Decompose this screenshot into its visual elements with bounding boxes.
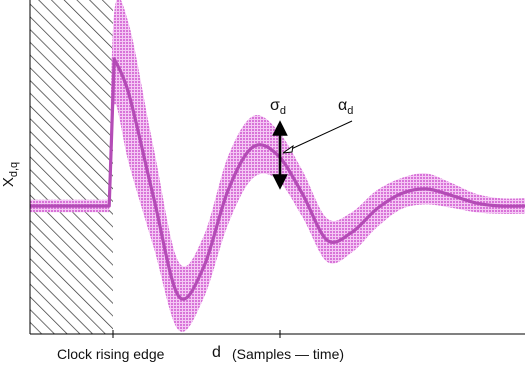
y-axis-label: Xd,q	[0, 161, 21, 188]
x-axis-label: (Samples — time)	[232, 346, 345, 362]
sigma-label: σd	[270, 97, 286, 117]
mean-signal-line	[30, 57, 525, 301]
x-label-d: d	[212, 344, 221, 361]
hatched-region	[30, 0, 113, 334]
alpha-pointer	[288, 120, 353, 151]
x-label-clock-edge: Clock rising edge	[57, 346, 165, 362]
alpha-pointer-head	[282, 144, 294, 154]
alpha-label: αd	[338, 97, 354, 117]
